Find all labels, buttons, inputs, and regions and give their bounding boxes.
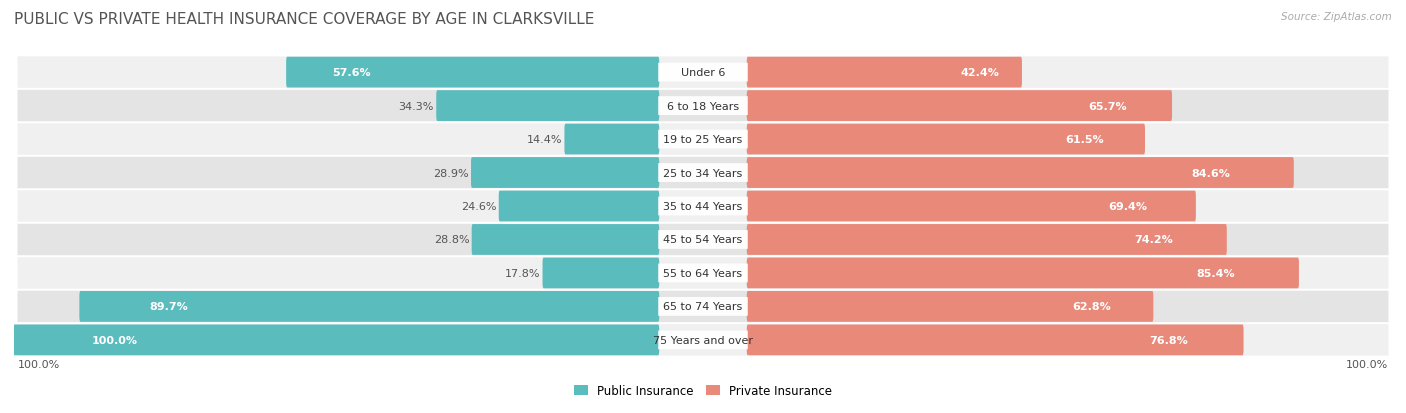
Text: 85.4%: 85.4% (1197, 268, 1234, 278)
FancyBboxPatch shape (79, 291, 659, 322)
Text: 17.8%: 17.8% (505, 268, 540, 278)
Text: 65.7%: 65.7% (1088, 101, 1126, 112)
Text: 24.6%: 24.6% (461, 202, 496, 211)
FancyBboxPatch shape (658, 297, 748, 316)
Text: 6 to 18 Years: 6 to 18 Years (666, 101, 740, 112)
Text: 57.6%: 57.6% (332, 68, 370, 78)
FancyBboxPatch shape (436, 91, 659, 122)
FancyBboxPatch shape (747, 124, 1144, 155)
FancyBboxPatch shape (747, 225, 1227, 255)
FancyBboxPatch shape (658, 230, 748, 249)
Legend: Public Insurance, Private Insurance: Public Insurance, Private Insurance (569, 379, 837, 401)
FancyBboxPatch shape (747, 91, 1173, 122)
FancyBboxPatch shape (17, 191, 1389, 222)
FancyBboxPatch shape (747, 325, 1243, 356)
Text: 34.3%: 34.3% (398, 101, 434, 112)
Text: 74.2%: 74.2% (1135, 235, 1174, 245)
Text: 89.7%: 89.7% (150, 301, 188, 312)
Text: 14.4%: 14.4% (526, 135, 562, 145)
FancyBboxPatch shape (17, 57, 1389, 89)
Text: 55 to 64 Years: 55 to 64 Years (664, 268, 742, 278)
Text: 28.9%: 28.9% (433, 168, 468, 178)
FancyBboxPatch shape (747, 258, 1299, 289)
FancyBboxPatch shape (658, 131, 748, 149)
FancyBboxPatch shape (471, 158, 659, 188)
Text: 61.5%: 61.5% (1066, 135, 1104, 145)
FancyBboxPatch shape (471, 225, 659, 255)
FancyBboxPatch shape (499, 191, 659, 222)
FancyBboxPatch shape (17, 324, 1389, 356)
FancyBboxPatch shape (658, 264, 748, 282)
Text: 19 to 25 Years: 19 to 25 Years (664, 135, 742, 145)
FancyBboxPatch shape (747, 291, 1153, 322)
Text: 62.8%: 62.8% (1073, 301, 1111, 312)
FancyBboxPatch shape (658, 64, 748, 82)
Text: Under 6: Under 6 (681, 68, 725, 78)
Text: 75 Years and over: 75 Years and over (652, 335, 754, 345)
FancyBboxPatch shape (658, 97, 748, 116)
Text: 28.8%: 28.8% (433, 235, 470, 245)
Text: PUBLIC VS PRIVATE HEALTH INSURANCE COVERAGE BY AGE IN CLARKSVILLE: PUBLIC VS PRIVATE HEALTH INSURANCE COVER… (14, 12, 595, 27)
FancyBboxPatch shape (564, 124, 659, 155)
FancyBboxPatch shape (287, 57, 659, 88)
FancyBboxPatch shape (13, 325, 659, 356)
Text: 35 to 44 Years: 35 to 44 Years (664, 202, 742, 211)
FancyBboxPatch shape (17, 258, 1389, 289)
Text: 25 to 34 Years: 25 to 34 Years (664, 168, 742, 178)
Text: 76.8%: 76.8% (1149, 335, 1188, 345)
Text: Source: ZipAtlas.com: Source: ZipAtlas.com (1281, 12, 1392, 22)
FancyBboxPatch shape (17, 157, 1389, 189)
Text: 100.0%: 100.0% (91, 335, 138, 345)
Text: 100.0%: 100.0% (1347, 359, 1389, 369)
FancyBboxPatch shape (747, 57, 1022, 88)
FancyBboxPatch shape (17, 291, 1389, 323)
Text: 84.6%: 84.6% (1191, 168, 1230, 178)
FancyBboxPatch shape (747, 158, 1294, 188)
FancyBboxPatch shape (658, 331, 748, 349)
FancyBboxPatch shape (543, 258, 659, 289)
FancyBboxPatch shape (658, 197, 748, 216)
Text: 65 to 74 Years: 65 to 74 Years (664, 301, 742, 312)
Text: 42.4%: 42.4% (960, 68, 1000, 78)
FancyBboxPatch shape (17, 224, 1389, 256)
Text: 100.0%: 100.0% (17, 359, 59, 369)
Text: 69.4%: 69.4% (1108, 202, 1147, 211)
Text: 45 to 54 Years: 45 to 54 Years (664, 235, 742, 245)
FancyBboxPatch shape (17, 124, 1389, 155)
FancyBboxPatch shape (17, 90, 1389, 122)
FancyBboxPatch shape (747, 191, 1197, 222)
FancyBboxPatch shape (658, 164, 748, 183)
